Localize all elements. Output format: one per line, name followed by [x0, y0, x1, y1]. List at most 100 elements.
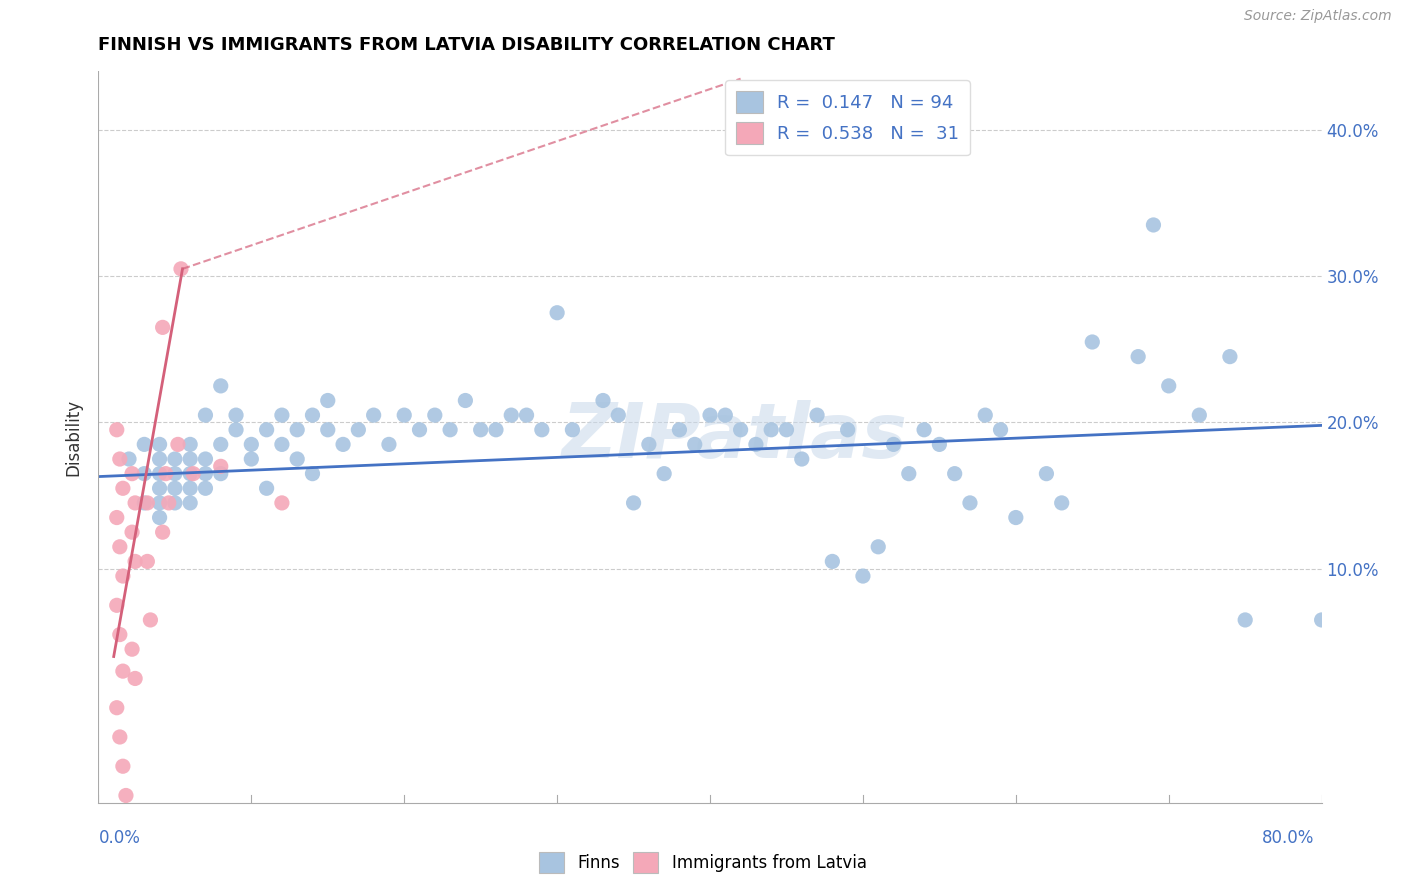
Point [194, 408, 217, 422]
Legend: R =  0.147   N = 94, R =  0.538   N =  31: R = 0.147 N = 94, R = 0.538 N = 31 [725, 80, 970, 155]
Point [868, 540, 890, 554]
Point [115, 789, 138, 803]
Point [149, 481, 172, 495]
Point [363, 408, 385, 422]
Point [194, 452, 217, 467]
Point [683, 437, 706, 451]
Point [170, 261, 193, 276]
Point [152, 525, 174, 540]
Point [155, 467, 177, 481]
Point [105, 700, 128, 714]
Point [285, 423, 308, 437]
Point [225, 408, 247, 422]
Point [108, 627, 131, 641]
Text: 0.0%: 0.0% [98, 829, 141, 847]
Text: Source: ZipAtlas.com: Source: ZipAtlas.com [1244, 9, 1392, 23]
Point [1128, 350, 1150, 364]
Point [959, 496, 981, 510]
Point [163, 452, 186, 467]
Point [270, 437, 292, 451]
Point [1142, 218, 1164, 232]
Point [134, 496, 156, 510]
Point [256, 481, 278, 495]
Point [332, 437, 354, 451]
Point [423, 408, 446, 422]
Point [240, 452, 263, 467]
Point [121, 525, 143, 540]
Point [790, 452, 813, 467]
Point [152, 320, 174, 334]
Point [652, 467, 675, 481]
Point [1188, 408, 1211, 422]
Point [897, 467, 920, 481]
Point [149, 496, 172, 510]
Point [209, 467, 232, 481]
Y-axis label: Disability: Disability [65, 399, 83, 475]
Point [136, 496, 159, 510]
Point [111, 569, 134, 583]
Point [470, 423, 492, 437]
Point [209, 379, 232, 393]
Point [1310, 613, 1333, 627]
Point [912, 423, 935, 437]
Point [837, 423, 859, 437]
Point [149, 467, 172, 481]
Point [943, 467, 966, 481]
Point [699, 408, 721, 422]
Point [623, 496, 645, 510]
Point [121, 467, 143, 481]
Point [163, 467, 186, 481]
Point [301, 467, 323, 481]
Point [546, 306, 568, 320]
Point [108, 452, 131, 467]
Point [179, 481, 201, 495]
Point [883, 437, 905, 451]
Point [1081, 334, 1104, 349]
Point [392, 408, 416, 422]
Text: 80.0%: 80.0% [1263, 829, 1315, 847]
Point [179, 467, 201, 481]
Point [270, 496, 292, 510]
Point [167, 437, 190, 451]
Point [209, 459, 232, 474]
Point [714, 408, 737, 422]
Point [181, 467, 204, 481]
Point [1234, 613, 1257, 627]
Point [108, 730, 131, 744]
Point [530, 423, 553, 437]
Point [124, 672, 146, 686]
Point [163, 496, 186, 510]
Point [111, 481, 134, 495]
Point [194, 481, 217, 495]
Point [225, 423, 247, 437]
Point [149, 510, 172, 524]
Point [745, 437, 768, 451]
Point [516, 408, 538, 422]
Point [124, 554, 146, 568]
Point [134, 467, 156, 481]
Point [1004, 510, 1026, 524]
Point [561, 423, 583, 437]
Point [270, 408, 292, 422]
Point [316, 423, 339, 437]
Point [136, 554, 159, 568]
Text: ZIPatlas: ZIPatlas [561, 401, 907, 474]
Point [501, 408, 523, 422]
Point [439, 423, 461, 437]
Point [157, 496, 180, 510]
Point [1050, 496, 1073, 510]
Point [256, 423, 278, 437]
Point [111, 759, 134, 773]
Point [194, 467, 217, 481]
Point [105, 599, 128, 613]
Point [209, 437, 232, 451]
Point [821, 554, 844, 568]
Point [607, 408, 630, 422]
Point [149, 452, 172, 467]
Point [179, 496, 201, 510]
Point [852, 569, 875, 583]
Point [285, 452, 308, 467]
Point [240, 437, 263, 451]
Point [454, 393, 477, 408]
Point [1035, 467, 1057, 481]
